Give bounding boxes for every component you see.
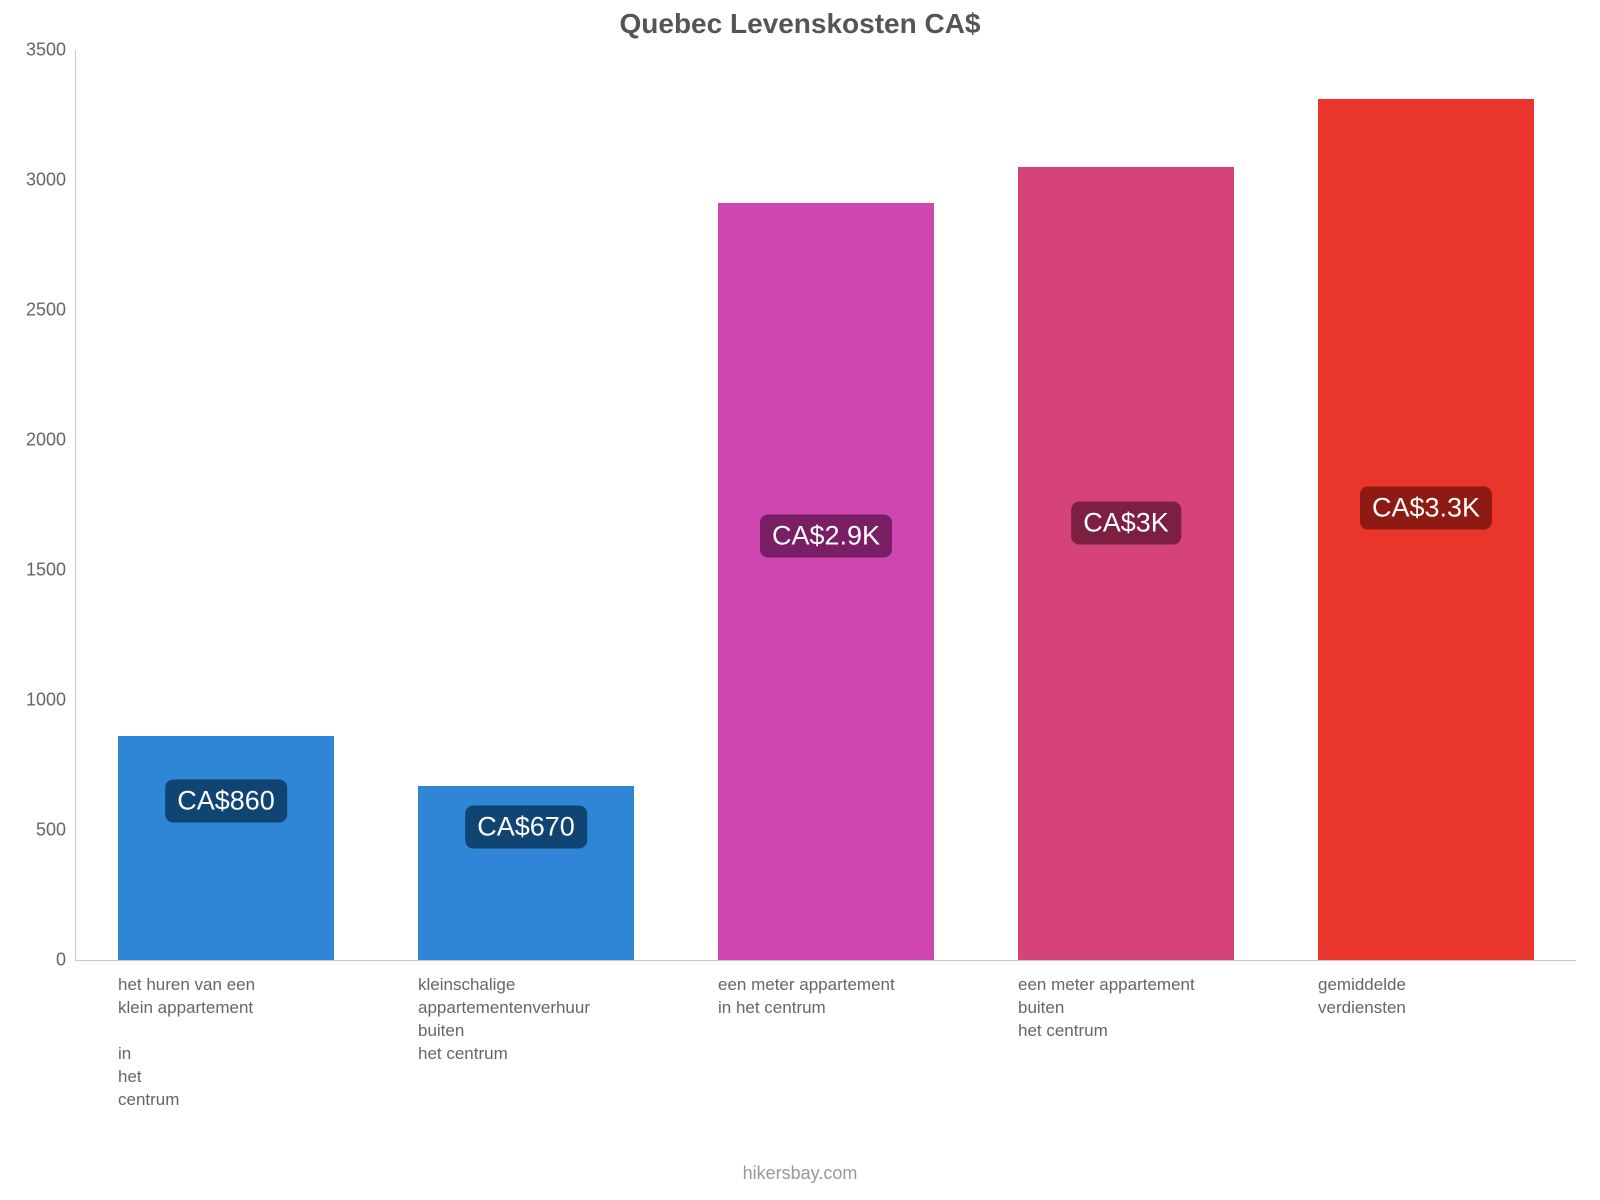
x-category-label: gemiddelde verdiensten — [1318, 974, 1574, 1020]
bar-value-label: CA$2.9K — [760, 515, 892, 558]
bar-value-label: CA$670 — [465, 806, 587, 849]
y-tick-label: 3000 — [26, 170, 76, 191]
bar-value-label: CA$860 — [165, 780, 287, 823]
bar — [1018, 167, 1234, 960]
chart-container: Quebec Levenskosten CA$ 0500100015002000… — [0, 0, 1600, 1200]
bar-value-label: CA$3.3K — [1360, 486, 1492, 529]
y-tick-label: 0 — [56, 950, 76, 971]
bar — [718, 203, 934, 960]
chart-title: Quebec Levenskosten CA$ — [0, 8, 1600, 40]
y-tick-label: 500 — [36, 820, 76, 841]
bar-value-label: CA$3K — [1071, 502, 1181, 545]
y-tick-label: 2500 — [26, 300, 76, 321]
x-category-label: het huren van een klein appartement in h… — [118, 974, 374, 1112]
bar — [118, 736, 334, 960]
y-tick-label: 3500 — [26, 40, 76, 61]
y-tick-label: 1500 — [26, 560, 76, 581]
x-category-label: een meter appartement in het centrum — [718, 974, 974, 1020]
bar — [1318, 99, 1534, 960]
attribution-text: hikersbay.com — [0, 1163, 1600, 1184]
plot-area: 0500100015002000250030003500CA$860het hu… — [75, 50, 1576, 961]
x-category-label: een meter appartement buiten het centrum — [1018, 974, 1274, 1043]
y-tick-label: 1000 — [26, 690, 76, 711]
y-tick-label: 2000 — [26, 430, 76, 451]
x-category-label: kleinschalige appartementenverhuur buite… — [418, 974, 674, 1066]
